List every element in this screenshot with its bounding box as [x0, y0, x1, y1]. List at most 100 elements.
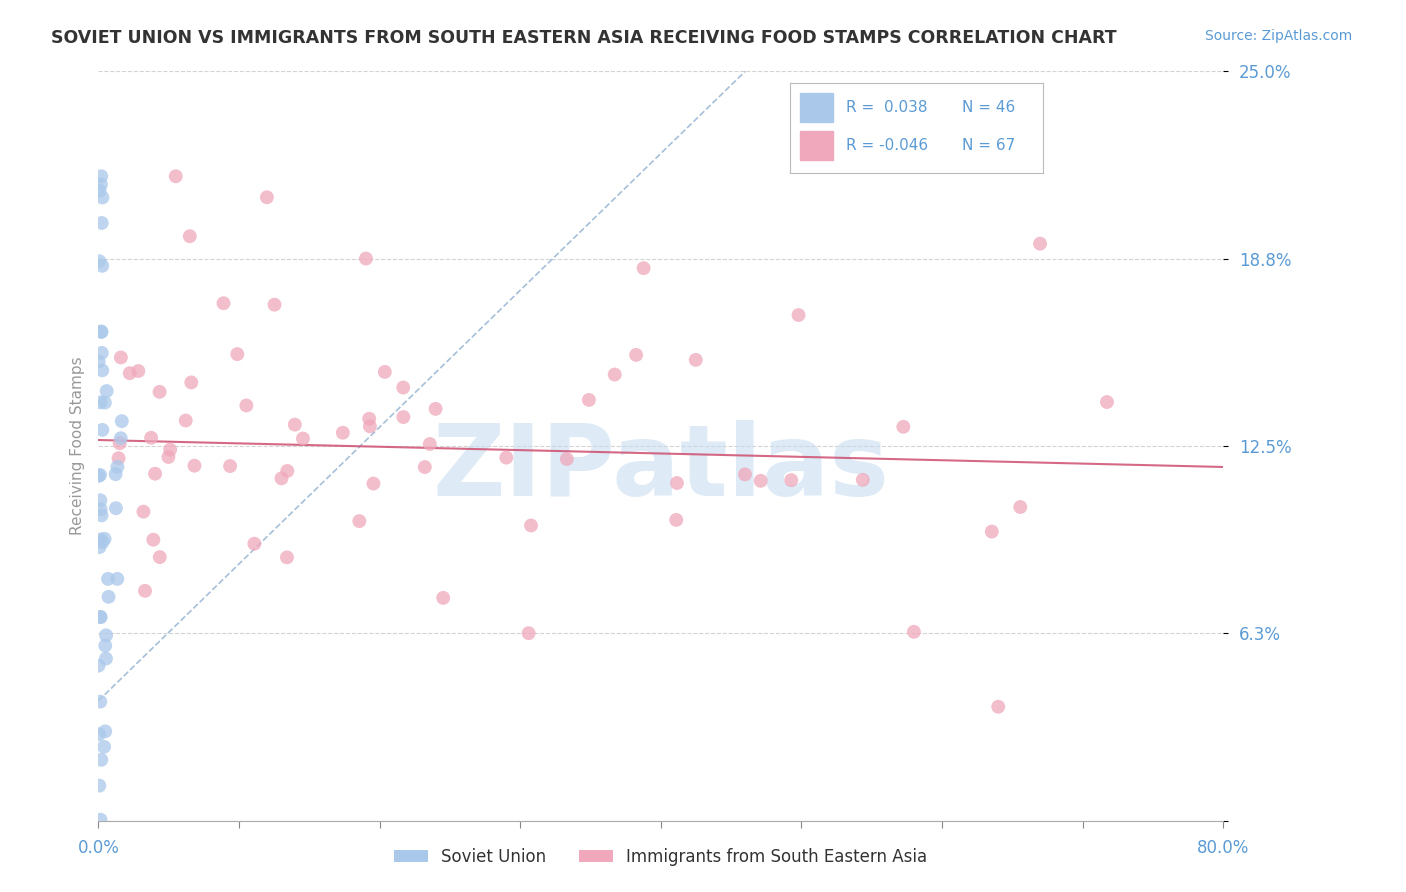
Point	[87, 468, 110, 483]
Point	[633, 261, 655, 276]
Point	[354, 252, 377, 266]
Point	[90, 178, 112, 192]
Point	[90, 325, 112, 339]
Point	[132, 505, 155, 519]
Point	[110, 351, 132, 365]
Point	[363, 476, 385, 491]
Point	[89, 467, 111, 482]
Text: 0.0%: 0.0%	[77, 839, 120, 857]
Point	[624, 348, 647, 362]
Point	[219, 458, 242, 473]
Point	[87, 354, 110, 368]
Point	[263, 298, 285, 312]
Point	[174, 413, 197, 427]
Point	[517, 626, 540, 640]
Text: 80.0%: 80.0%	[1197, 839, 1250, 857]
Point	[89, 493, 111, 508]
Point	[127, 364, 149, 378]
Point	[359, 419, 381, 434]
Point	[104, 501, 127, 516]
Point	[1029, 236, 1052, 251]
Point	[891, 419, 914, 434]
Point	[90, 346, 112, 360]
Point	[90, 610, 112, 624]
Point	[91, 423, 114, 437]
Point	[134, 583, 156, 598]
Point	[97, 590, 120, 604]
Point	[392, 410, 415, 425]
Point	[118, 366, 141, 380]
Point	[256, 190, 278, 204]
Point	[105, 572, 128, 586]
Point	[89, 184, 111, 198]
Y-axis label: Receiving Food Stamps: Receiving Food Stamps	[69, 357, 84, 535]
Point	[1010, 500, 1032, 514]
Point	[520, 518, 543, 533]
Point	[159, 442, 181, 457]
Point	[603, 368, 626, 382]
Point	[419, 437, 441, 451]
Point	[94, 651, 117, 665]
Point	[89, 695, 111, 709]
Point	[432, 591, 454, 605]
Point	[110, 431, 132, 445]
Point	[90, 753, 112, 767]
Point	[107, 451, 129, 466]
Point	[495, 450, 517, 465]
Point	[97, 572, 120, 586]
Text: Source: ZipAtlas.com: Source: ZipAtlas.com	[1205, 29, 1353, 43]
Point	[89, 540, 111, 554]
Point	[104, 467, 127, 482]
Point	[284, 417, 307, 432]
Point	[332, 425, 354, 440]
Point	[243, 537, 266, 551]
Point	[90, 502, 112, 516]
Point	[180, 376, 202, 390]
Point	[91, 259, 114, 273]
Point	[787, 308, 810, 322]
Point	[148, 384, 170, 399]
Point	[1095, 395, 1118, 409]
Point	[94, 724, 117, 739]
Point	[374, 365, 396, 379]
Point	[349, 514, 371, 528]
Point	[270, 471, 292, 485]
Point	[107, 459, 129, 474]
Point	[90, 216, 112, 230]
Point	[139, 431, 162, 445]
Point	[980, 524, 1002, 539]
Point	[87, 727, 110, 741]
Point	[90, 508, 112, 523]
Point	[780, 473, 803, 487]
Point	[212, 296, 235, 310]
Point	[90, 395, 112, 409]
Point	[226, 347, 249, 361]
Text: ZIPatlas: ZIPatlas	[433, 420, 889, 517]
Point	[359, 411, 381, 425]
Point	[157, 450, 180, 464]
Point	[89, 254, 111, 268]
Point	[685, 352, 707, 367]
Point	[87, 658, 110, 673]
Point	[665, 475, 688, 490]
Point	[143, 467, 166, 481]
Point	[987, 699, 1010, 714]
Point	[96, 384, 118, 398]
Point	[852, 473, 875, 487]
Point	[94, 639, 117, 653]
Point	[90, 533, 112, 547]
Point	[578, 392, 600, 407]
Point	[291, 432, 314, 446]
Point	[94, 628, 117, 642]
Point	[235, 399, 257, 413]
Point	[89, 610, 111, 624]
Point	[749, 474, 772, 488]
Point	[93, 532, 115, 546]
Point	[90, 169, 112, 184]
Point	[165, 169, 187, 184]
Point	[665, 513, 688, 527]
Point	[149, 550, 172, 565]
Point	[179, 229, 201, 244]
Point	[111, 414, 134, 428]
Point	[734, 467, 756, 482]
